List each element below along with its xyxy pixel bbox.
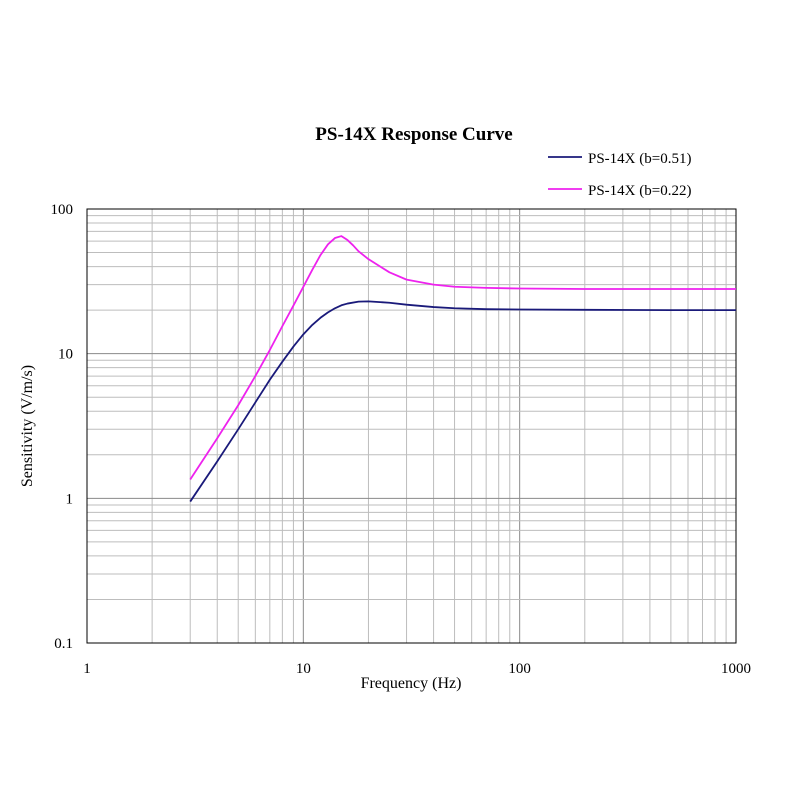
x-tick-label: 10	[296, 661, 311, 677]
y-tick-label: 10	[58, 347, 73, 363]
grid-lines	[86, 209, 736, 644]
y-tick-labels: 0.1 1 10 100	[51, 202, 74, 652]
y-tick-label: 1	[66, 491, 74, 507]
x-tick-label: 1	[83, 661, 91, 677]
y-axis-label: Sensitivity (V/m/s)	[19, 365, 36, 487]
chart-title: PS-14X Response Curve	[315, 124, 512, 145]
x-axis-label: Frequency (Hz)	[361, 675, 462, 692]
x-tick-label: 100	[508, 661, 531, 677]
plot-frame	[86, 208, 737, 644]
series-lines	[189, 235, 736, 503]
y-tick-label: 100	[51, 202, 74, 218]
x-tick-labels: 1 10 100 1000	[83, 661, 751, 677]
series-line-1	[189, 300, 736, 503]
legend-label-series-1: PS-14X (b=0.51)	[588, 151, 691, 167]
legend: PS-14X (b=0.51) PS-14X (b=0.22)	[548, 151, 691, 199]
y-tick-label: 0.1	[54, 636, 73, 652]
legend-label-series-2: PS-14X (b=0.22)	[588, 183, 691, 199]
series-line-2	[189, 235, 736, 480]
x-tick-label: 1000	[721, 661, 751, 677]
